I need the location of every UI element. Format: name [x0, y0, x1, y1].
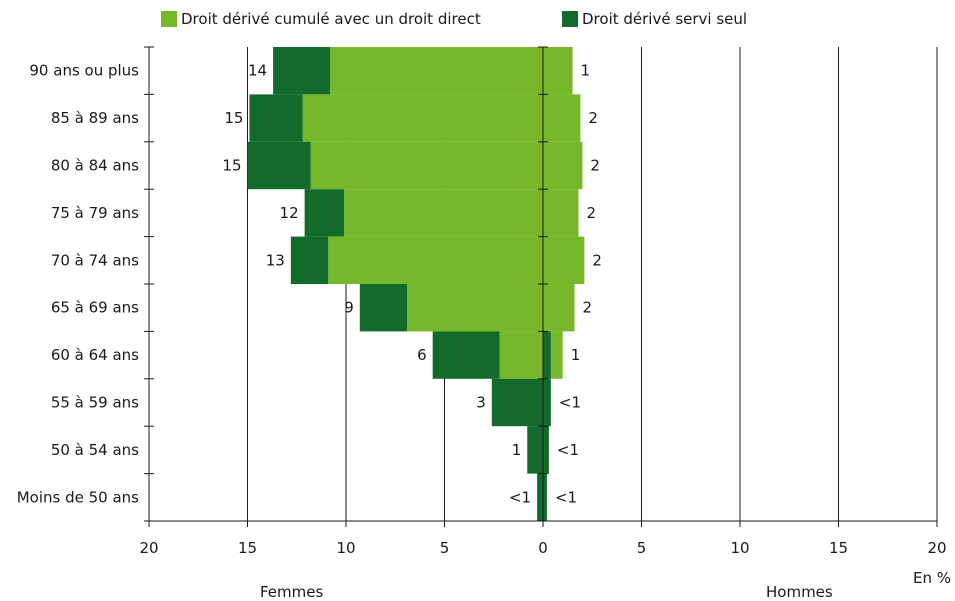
data-label-hommes: <1	[557, 441, 579, 459]
data-label-femmes: 6	[417, 346, 427, 364]
x-tick-label: 5	[637, 539, 647, 557]
bar-femmes-cumule	[344, 189, 543, 237]
femmes-label: Femmes	[260, 583, 324, 601]
y-tick-label: 75 à 79 ans	[51, 204, 139, 222]
bar-femmes-seul	[290, 236, 329, 284]
legend-item-cumule: Droit dérivé cumulé avec un droit direct	[161, 10, 481, 28]
bar-hommes-seul	[543, 426, 549, 474]
bar-femmes-seul	[537, 473, 543, 521]
bar-femmes-cumule	[328, 236, 543, 284]
bar-hommes-cumule	[550, 331, 563, 379]
bar-femmes-seul	[247, 141, 311, 190]
bar-hommes-cumule	[543, 236, 585, 284]
legend-item-seul: Droit dérivé servi seul	[562, 10, 747, 28]
data-label-femmes: 9	[344, 299, 354, 317]
x-tick-label: 20	[927, 539, 946, 557]
legend-swatch-cumule	[161, 11, 177, 27]
bar-femmes-cumule	[499, 331, 543, 379]
bar-hommes-seul	[543, 473, 547, 521]
bar-hommes-cumule	[543, 47, 573, 95]
y-tick-label: Moins de 50 ans	[17, 488, 139, 506]
data-label-femmes: 15	[224, 109, 243, 127]
data-label-hommes: 2	[592, 251, 602, 269]
y-tick-label: 90 ans ou plus	[29, 62, 139, 80]
hommes-label: Hommes	[766, 583, 833, 601]
data-label-femmes: <1	[509, 488, 531, 506]
data-label-femmes: 14	[248, 62, 267, 80]
data-label-hommes: 2	[583, 299, 593, 317]
data-label-hommes: 1	[581, 62, 591, 80]
data-label-femmes: 3	[476, 394, 486, 412]
x-tick-label: 10	[336, 539, 355, 557]
y-tick-label: 70 à 74 ans	[51, 251, 139, 269]
y-tick-label: 85 à 89 ans	[51, 109, 139, 127]
bar-femmes-cumule	[302, 94, 543, 142]
legend-swatch-seul	[562, 11, 578, 27]
x-tick-label: 10	[730, 539, 749, 557]
bar-femmes-seul	[249, 94, 303, 142]
legend: Droit dérivé cumulé avec un droit direct…	[0, 10, 955, 34]
bar-femmes-seul	[432, 331, 500, 379]
data-label-femmes: 12	[280, 204, 299, 222]
x-tick-label: 15	[238, 539, 257, 557]
legend-label-seul: Droit dérivé servi seul	[582, 10, 748, 28]
data-label-hommes: 2	[588, 109, 598, 127]
bar-femmes-seul	[491, 378, 543, 427]
data-label-femmes: 1	[512, 441, 522, 459]
bar-femmes-seul	[527, 426, 543, 474]
bar-hommes-cumule	[543, 141, 583, 190]
bar-femmes-cumule	[407, 284, 543, 332]
x-tick-label: 0	[538, 539, 548, 557]
bar-femmes-seul	[359, 284, 408, 332]
data-label-femmes: 15	[222, 157, 241, 175]
x-tick-label: 15	[829, 539, 848, 557]
y-tick-label: 65 à 69 ans	[51, 299, 139, 317]
bar-hommes-seul	[543, 378, 551, 427]
data-label-hommes: 1	[571, 346, 581, 364]
data-label-femmes: 13	[266, 251, 285, 269]
y-tick-label: 80 à 84 ans	[51, 157, 139, 175]
y-tick-label: 60 à 64 ans	[51, 346, 139, 364]
bar-hommes-cumule	[543, 94, 581, 142]
legend-label-cumule: Droit dérivé cumulé avec un droit direct	[181, 10, 481, 28]
y-tick-label: 55 à 59 ans	[51, 394, 139, 412]
unit-label: En %	[913, 569, 952, 587]
bar-hommes-cumule	[543, 189, 579, 237]
bar-hommes-cumule	[543, 284, 575, 332]
bar-hommes-seul	[543, 331, 551, 379]
data-label-hommes: 2	[586, 204, 596, 222]
bar-femmes-cumule	[310, 141, 543, 190]
bar-femmes-seul	[273, 47, 331, 95]
x-tick-label: 5	[440, 539, 450, 557]
data-label-hommes: 2	[590, 157, 600, 175]
x-tick-label: 20	[139, 539, 158, 557]
bar-femmes-cumule	[330, 47, 543, 95]
y-tick-label: 50 à 54 ans	[51, 441, 139, 459]
data-label-hommes: <1	[559, 394, 581, 412]
bar-femmes-seul	[304, 189, 345, 237]
data-label-hommes: <1	[555, 488, 577, 506]
